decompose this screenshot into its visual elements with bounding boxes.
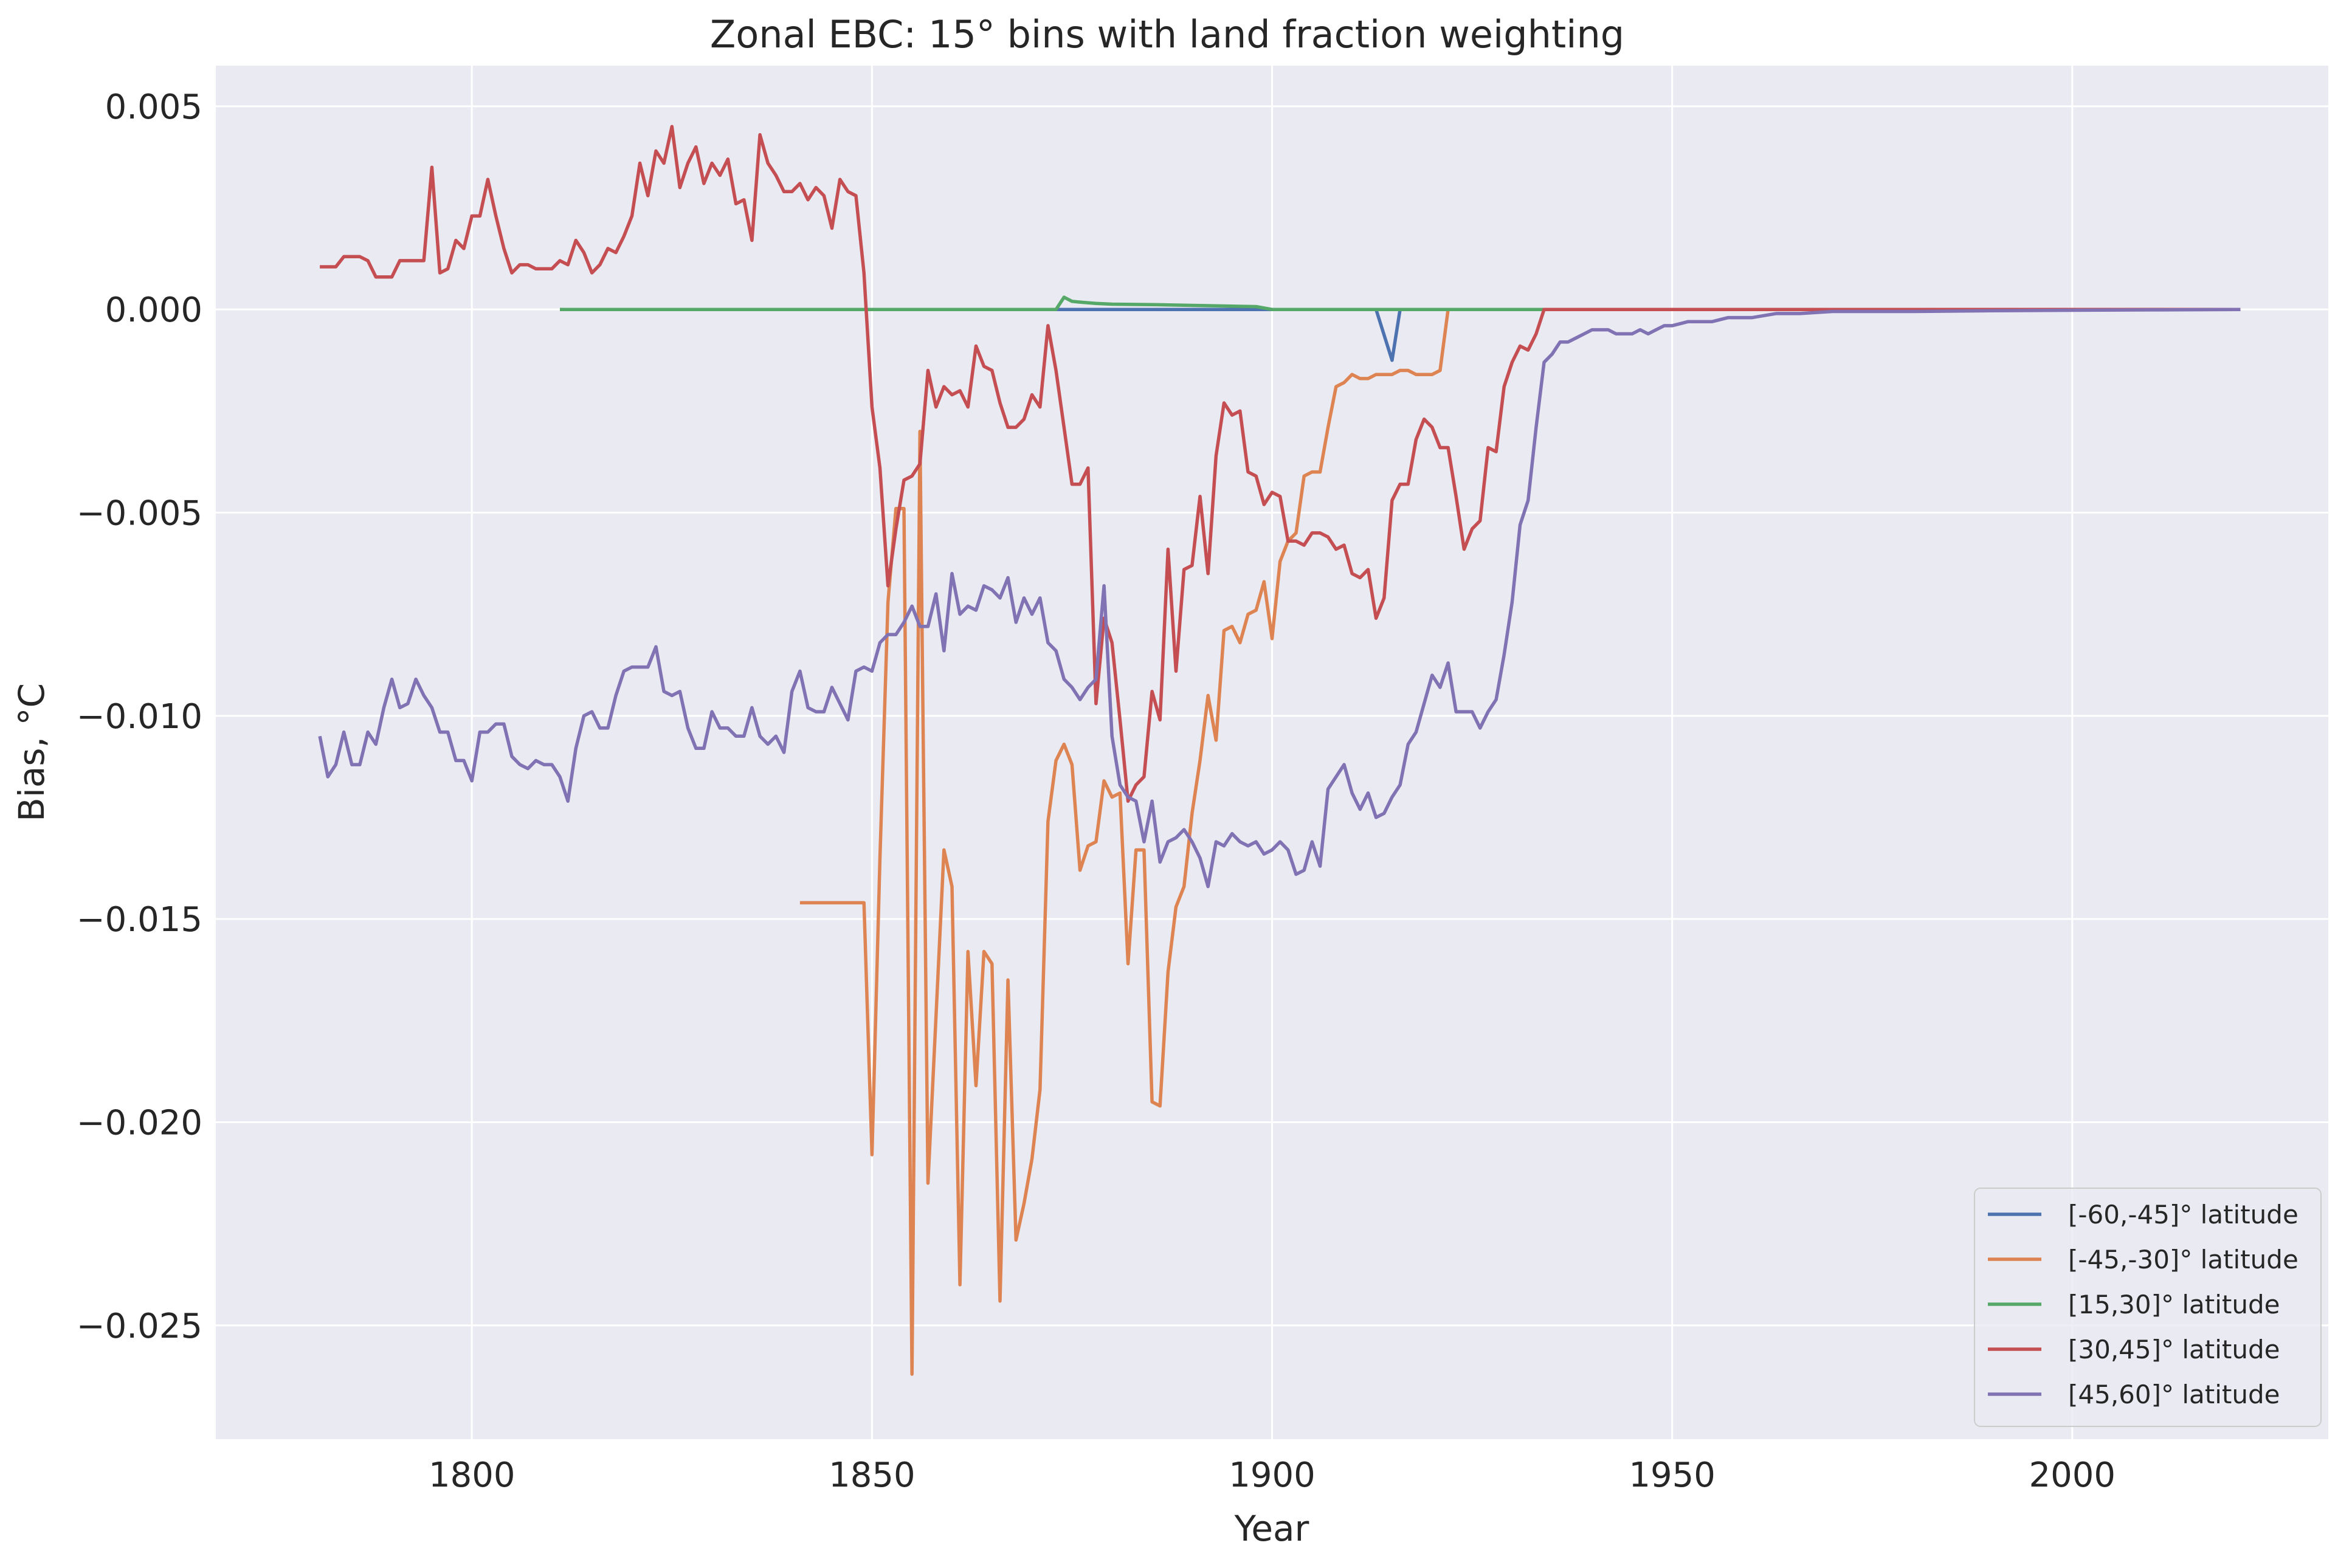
- legend-box: [1974, 1188, 2322, 1427]
- y-tick-label: −0.010: [77, 697, 202, 737]
- legend: [-60,-45]° latitude [-45,-30]° latitude [1…: [1974, 1188, 2322, 1427]
- x-tick-label: 2000: [2029, 1456, 2116, 1495]
- series-line-4: [320, 125, 2241, 803]
- series-lines: [318, 125, 2241, 1376]
- series-line-5: [318, 308, 2241, 889]
- y-tick-label: 0.005: [105, 88, 202, 127]
- x-axis-title: Year: [1234, 1508, 1309, 1549]
- y-axis-title: Bias, °C: [11, 683, 52, 822]
- legend-label: [45,60]° latitude: [2068, 1380, 2280, 1409]
- legend-label: [-45,-30]° latitude: [2068, 1245, 2299, 1274]
- x-tick-label: 1950: [1629, 1456, 1716, 1495]
- legend-label: [-60,-45]° latitude: [2068, 1200, 2299, 1229]
- legend-items: [-60,-45]° latitude [-45,-30]° latitude [1…: [1988, 1200, 2299, 1409]
- chart-title: Zonal EBC: 15° bins with land fraction w…: [710, 12, 1624, 57]
- legend-label: [30,45]° latitude: [2068, 1335, 2280, 1364]
- series-line-2: [799, 308, 2241, 1376]
- legend-label: [15,30]° latitude: [2068, 1290, 2280, 1319]
- x-tick-label: 1900: [1229, 1456, 1316, 1495]
- y-tick-label: −0.025: [77, 1307, 202, 1346]
- y-tick-label: −0.015: [77, 900, 202, 940]
- tick-labels: 1800 1850 1900 1950 2000 0.005 0.000 −0.005 −0.0…: [77, 88, 2116, 1495]
- y-tick-label: −0.005: [77, 494, 202, 534]
- x-tick-label: 1850: [829, 1456, 916, 1495]
- y-tick-label: 0.000: [105, 291, 202, 330]
- y-tick-label: −0.020: [77, 1103, 202, 1143]
- x-tick-label: 1800: [429, 1456, 516, 1495]
